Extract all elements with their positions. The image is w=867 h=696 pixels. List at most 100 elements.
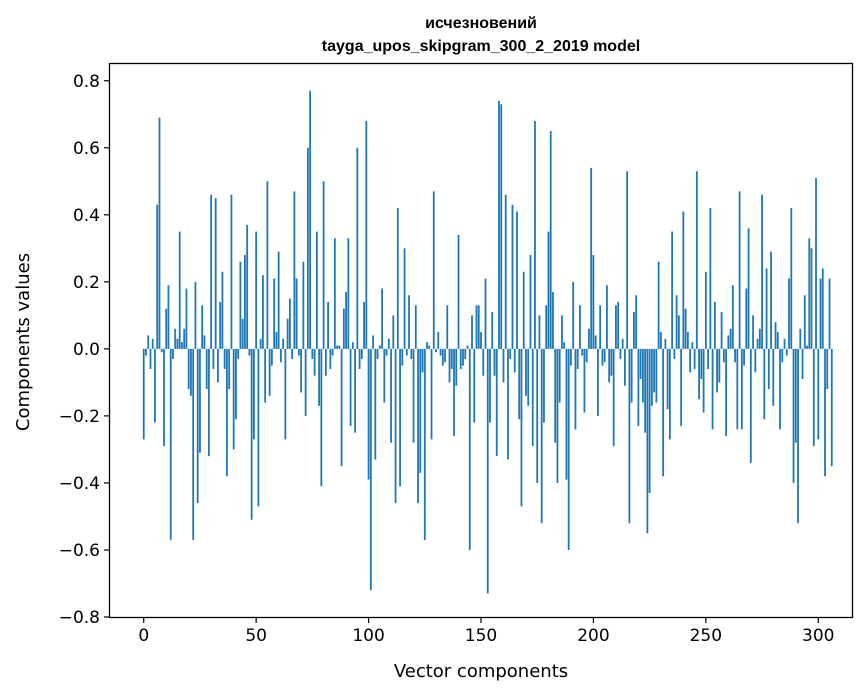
bar-26 [201,305,204,349]
x-tick-label-150: 150 [465,626,497,646]
bar-236 [673,348,676,359]
bar-171 [527,348,530,406]
bar-214 [624,348,626,386]
bar-17 [181,342,183,349]
bar-117 [405,348,408,356]
bar-99 [365,120,368,349]
bar-105 [378,345,381,349]
y-tick-label-5: 0.2 [73,273,100,293]
bar-177 [540,348,543,524]
bar-269 [747,228,750,349]
bar-35 [221,271,224,349]
bar-142 [462,348,464,366]
bar-233 [666,348,669,410]
x-tick-label-300: 300 [802,626,834,646]
bar-285 [783,338,786,349]
bar-49 [253,348,255,440]
bar-127 [428,345,431,349]
bar-175 [536,348,539,483]
bar-167 [518,348,521,420]
bar-193 [576,348,579,369]
bar-102 [372,335,374,349]
bar-224 [646,348,649,534]
bar-182 [552,291,554,349]
bar-108 [385,348,388,356]
bar-104 [376,348,379,359]
bar-283 [779,348,781,430]
bar-183 [554,348,557,443]
bar-213 [621,338,624,349]
bar-136 [448,348,451,383]
bar-306 [830,348,833,467]
bar-260 [727,335,730,349]
bar-62 [282,338,285,349]
bar-220 [637,348,640,426]
bar-284 [781,348,784,363]
bar-18 [183,328,186,349]
chart-title-line2: tayga_upos_skipgram_300_2_2019 model [322,38,640,55]
bar-249 [702,348,705,413]
bar-72 [304,348,307,416]
bar-266 [740,348,743,430]
bar-292 [799,328,802,349]
bar-164 [511,204,514,349]
bar-168 [520,348,523,507]
bar-43 [239,261,242,349]
bar-115 [401,348,404,366]
bar-138 [453,348,455,437]
bar-206 [606,285,608,349]
bar-59 [275,332,278,349]
y-tick-label-0: −0.8 [59,608,100,628]
y-tick-label-7: 0.6 [73,139,100,159]
bar-53 [262,275,264,349]
bar-74 [309,90,312,349]
bar-192 [574,348,577,430]
bar-40 [232,348,235,450]
bar-265 [738,191,741,349]
y-tick-label-4: 0.0 [73,340,100,360]
bar-296 [808,238,811,349]
bar-28 [205,348,208,390]
bar-41 [235,348,237,420]
bar-221 [639,348,642,380]
x-tick-label-200: 200 [577,626,609,646]
bar-4 [151,338,154,349]
bar-101 [369,348,372,591]
bar-87 [338,345,341,349]
bar-36 [223,348,226,369]
y-tick-label-8: 0.8 [73,72,100,92]
bar-154 [489,348,491,423]
bar-2 [147,335,150,349]
bar-261 [729,328,732,349]
bar-239 [680,348,683,426]
bar-204 [601,348,604,366]
bar-274 [758,328,761,349]
bar-42 [237,348,240,359]
bar-13 [172,348,174,359]
bar-16 [178,231,181,349]
bar-9 [163,348,165,447]
bar-275 [761,194,763,349]
bar-179 [545,305,548,349]
bar-242 [686,332,689,349]
bar-51 [257,348,260,507]
bar-289 [792,348,795,483]
bar-250 [704,271,707,349]
bar-75 [311,348,314,359]
bar-89 [342,308,345,349]
bar-215 [626,171,629,349]
bar-200 [592,255,595,349]
bar-211 [617,301,620,349]
bar-15 [176,338,179,349]
bar-208 [610,348,613,376]
bar-83 [329,348,332,369]
bar-6 [156,204,159,349]
x-tick-label-0: 0 [138,626,149,646]
bar-305 [828,278,831,349]
bar-234 [668,348,671,440]
bar-69 [297,348,300,356]
x-tick-label-100: 100 [352,626,384,646]
bar-110 [390,348,392,443]
bar-129 [432,191,435,349]
bar-302 [821,268,824,349]
